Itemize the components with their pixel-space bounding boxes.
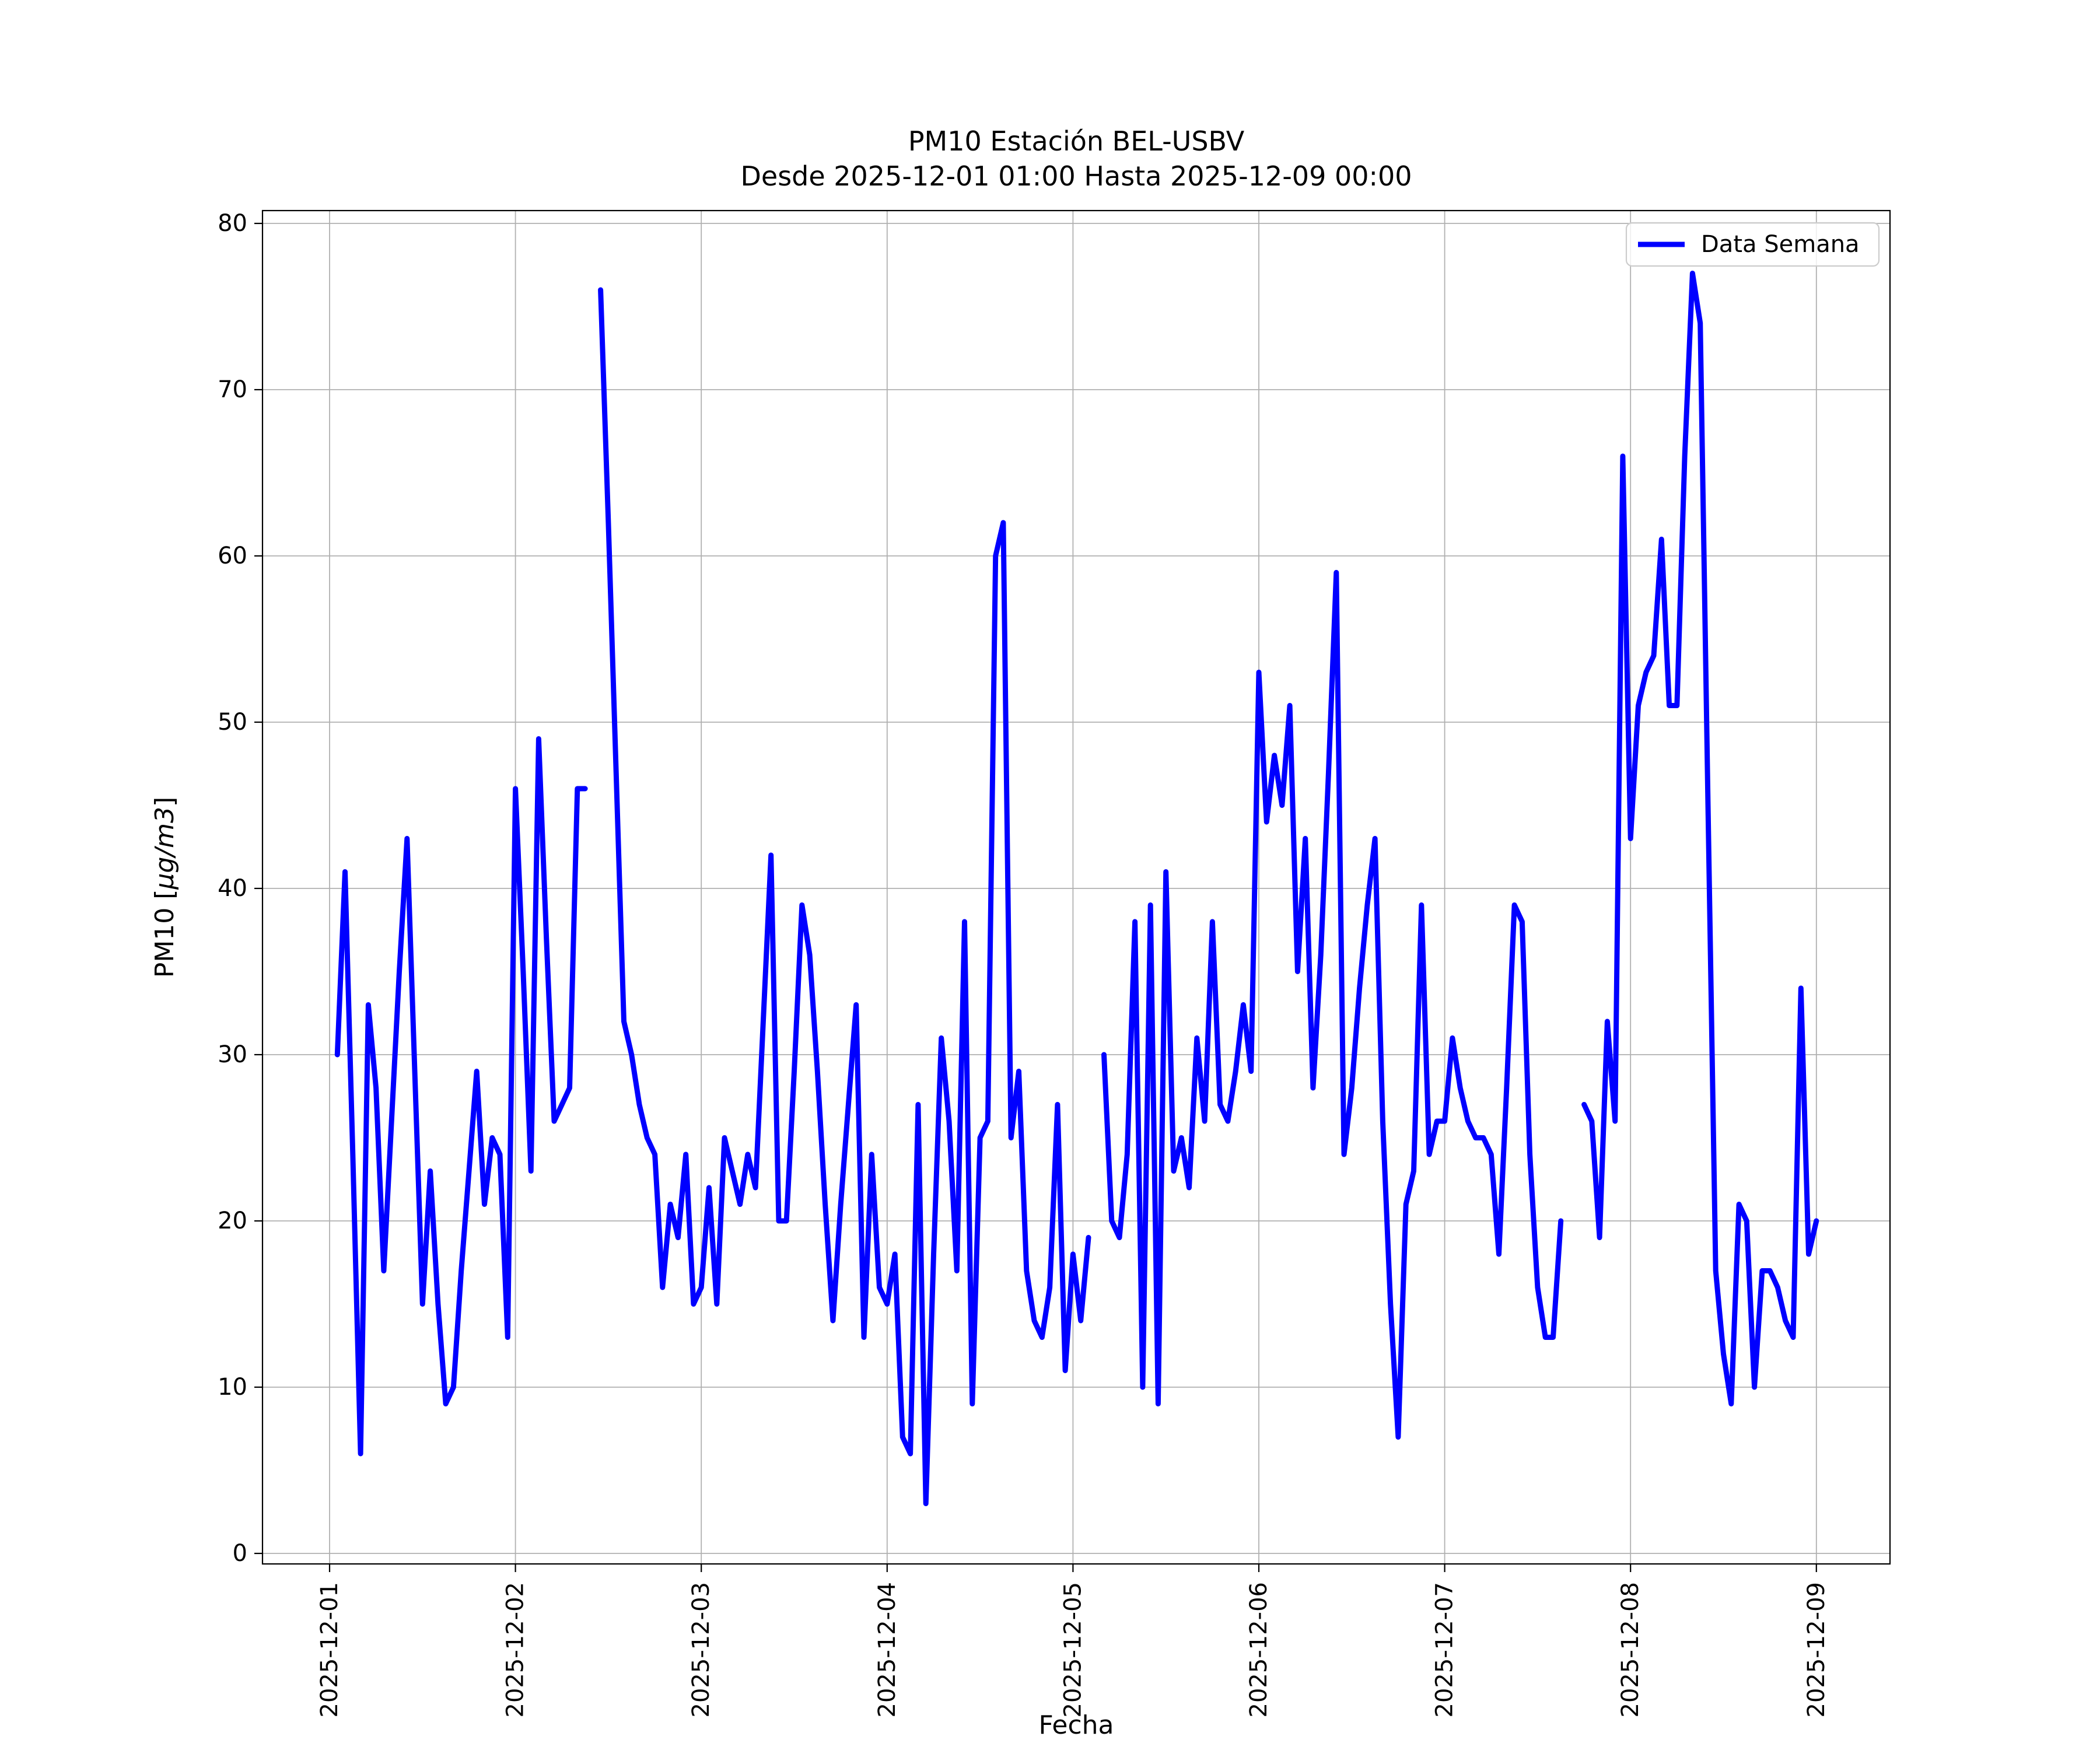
y-tick-label: 20 [218,1208,247,1234]
data-series [334,271,1819,1506]
y-tick-label: 0 [233,1540,247,1567]
chart-title-line2: Desde 2025-12-01 01:00 Hasta 2025-12-09 … [740,160,1412,192]
legend-label: Data Semana [1701,231,1860,258]
x-tick-label: 2025-12-01 [316,1582,343,1717]
x-tick-label: 2025-12-05 [1059,1582,1086,1717]
x-tick-label: 2025-12-07 [1432,1582,1458,1717]
y-tick-label: 40 [218,875,247,902]
y-axis-label-prefix: PM10 [ [150,890,180,978]
x-tick-label: 2025-12-09 [1803,1582,1830,1717]
x-tick-label: 2025-12-08 [1617,1582,1644,1717]
pm10-series-line [334,271,1819,1506]
x-axis-label: Fecha [1038,1710,1114,1740]
legend: Data Semana [1625,222,1880,267]
y-tick-label: 80 [218,210,247,237]
x-tick-label: 2025-12-03 [688,1582,715,1717]
y-tick-label: 10 [218,1374,247,1401]
x-tick-label: 2025-12-02 [502,1582,529,1717]
y-tick-label: 50 [218,709,247,736]
y-axis-label-suffix: ] [150,797,180,807]
axis-ticks: 0 10 20 30 40 50 60 70 80 2025-12-01 2025-12-02 202… [218,210,1830,1717]
y-axis-label: PM10 [µg/m3] [150,797,180,978]
chart-title-line1: PM10 Estación BEL-USBV [908,125,1245,157]
y-tick-label: 70 [218,376,247,403]
y-tick-label: 30 [218,1041,247,1068]
plot-border [261,209,1891,1565]
x-tick-label: 2025-12-04 [874,1582,901,1717]
y-tick-label: 60 [218,542,247,569]
grid [262,211,1890,1564]
legend-box [1625,222,1880,267]
y-axis-label-units: µg/m3 [150,807,180,890]
x-tick-label: 2025-12-06 [1245,1582,1272,1717]
